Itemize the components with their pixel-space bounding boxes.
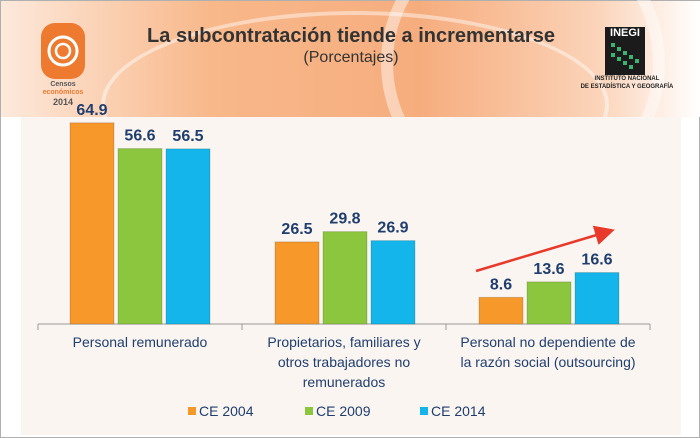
category-label-line: la razón social (outsourcing)	[460, 354, 636, 370]
category-label: Personal remunerado	[38, 332, 242, 352]
category-label-line: Personal no dependiente de	[460, 334, 636, 350]
bar	[274, 241, 320, 325]
logo-line: DE ESTADÍSTICA Y GEOGRAFÍA	[580, 84, 674, 90]
data-label: 29.8	[329, 211, 360, 228]
legend-label: CE 2004	[199, 403, 254, 419]
data-label: 13.6	[533, 261, 564, 278]
category-label-line: remunerados	[302, 374, 386, 390]
censos-logo-icon	[41, 23, 85, 79]
inegi-logo-text: INSTITUTO NACIONAL DE ESTADÍSTICA Y GEOG…	[575, 75, 679, 91]
category-label-line: Propietarios, familiares y	[267, 334, 421, 350]
legend-label: CE 2014	[431, 403, 486, 419]
data-label: 64.9	[76, 102, 107, 119]
data-label: 56.5	[172, 128, 203, 145]
bar	[322, 231, 368, 325]
bar	[117, 148, 163, 325]
logo-line: económicos	[42, 89, 84, 96]
chart-title: La subcontratación tiende a incrementars…	[147, 25, 555, 47]
category-label-line: Personal remunerado	[72, 334, 208, 350]
data-label: 26.9	[377, 220, 408, 237]
bar	[370, 240, 416, 325]
logo-line: Censos	[50, 81, 76, 88]
bar	[574, 272, 620, 325]
legend-item: CE 2004	[188, 403, 253, 419]
data-label: 56.6	[124, 128, 155, 145]
bar	[165, 148, 211, 325]
legend-swatch	[305, 407, 313, 415]
legend-label: CE 2009	[316, 403, 371, 419]
legend-item: CE 2014	[420, 403, 485, 419]
bar	[69, 122, 115, 325]
bar	[526, 281, 572, 325]
data-label: 26.5	[281, 221, 312, 238]
chart-subtitle: (Porcentajes)	[303, 49, 399, 66]
legend-swatch	[420, 407, 428, 415]
data-label: 8.6	[490, 276, 512, 293]
inegi-logo-icon: INEGI	[605, 27, 645, 75]
category-label: Personal no dependiente de la razón socia…	[446, 332, 650, 372]
trend-arrow-icon	[475, 225, 615, 273]
logo-line: INSTITUTO NACIONAL	[594, 76, 660, 82]
bar	[478, 296, 524, 325]
inegi-mark: INEGI	[610, 27, 640, 39]
censos-logo-text: Censos económicos 2014	[35, 81, 91, 107]
data-label: 16.6	[581, 252, 612, 269]
logo-line: 2014	[52, 97, 74, 107]
category-label: Propietarios, familiares y otros trabajad…	[242, 332, 446, 392]
category-label-line: otros trabajadores no	[277, 354, 411, 370]
legend-swatch	[188, 407, 196, 415]
legend-item: CE 2009	[305, 403, 370, 419]
